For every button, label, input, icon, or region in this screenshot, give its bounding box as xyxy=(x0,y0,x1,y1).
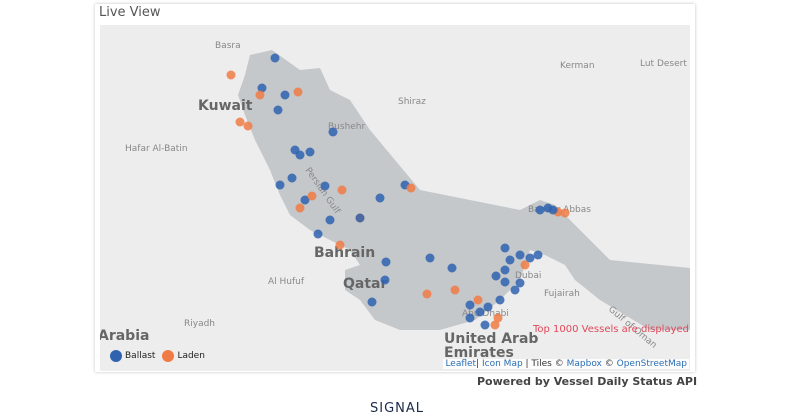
vessel[interactable] xyxy=(375,193,385,203)
vessel[interactable] xyxy=(226,70,236,80)
vessel[interactable] xyxy=(490,320,500,330)
vessel[interactable] xyxy=(243,121,253,131)
vessel[interactable] xyxy=(335,240,345,250)
map-label: Kuwait xyxy=(198,98,253,114)
map-label: Basra xyxy=(215,41,241,51)
map-label: Kerman xyxy=(560,61,595,71)
vessel[interactable] xyxy=(355,213,365,223)
vessel[interactable] xyxy=(510,285,520,295)
vessel[interactable] xyxy=(325,215,335,225)
vessel[interactable] xyxy=(320,181,330,191)
vessel[interactable] xyxy=(381,257,391,267)
map-label: Bushehr xyxy=(328,122,366,132)
vessel[interactable] xyxy=(483,302,493,312)
vessel[interactable] xyxy=(535,205,545,215)
vessel[interactable] xyxy=(447,263,457,273)
legend-swatch xyxy=(162,350,175,362)
vessel[interactable] xyxy=(515,250,525,260)
vessel[interactable] xyxy=(257,83,267,93)
vessel[interactable] xyxy=(425,253,435,263)
legend-swatch xyxy=(110,350,122,362)
vessel[interactable] xyxy=(406,183,416,193)
vessel[interactable] xyxy=(500,277,510,287)
vessel[interactable] xyxy=(337,185,347,195)
vessel[interactable] xyxy=(313,229,323,239)
vessel[interactable] xyxy=(295,203,305,213)
map-label: Riyadh xyxy=(184,319,215,329)
map-label: Lut Desert xyxy=(640,59,687,69)
vessel[interactable] xyxy=(473,295,483,305)
map-label: Hafar Al-Batin xyxy=(125,144,188,154)
vessel[interactable] xyxy=(235,117,245,127)
card-title: Live View xyxy=(99,5,161,20)
vessel[interactable] xyxy=(295,150,305,160)
brand: SIGNAL xyxy=(370,401,425,416)
vessel[interactable] xyxy=(475,307,485,317)
vessel[interactable] xyxy=(280,90,290,100)
vessel[interactable] xyxy=(548,205,558,215)
vessel[interactable] xyxy=(305,147,315,157)
vessel[interactable] xyxy=(495,295,505,305)
vessel[interactable] xyxy=(422,289,432,299)
attribution-link[interactable]: Leaflet xyxy=(445,359,477,369)
vessel[interactable] xyxy=(493,313,503,323)
attribution: Leaflet| Icon Map | Tiles © Mapbox © Ope… xyxy=(443,359,689,369)
vessel[interactable] xyxy=(328,127,338,137)
map-label: Dubai xyxy=(515,271,541,281)
map[interactable]: Anwaz Basra Kerman Lut Desert Kuwait Shiraz Bu… xyxy=(100,25,690,371)
vessel[interactable] xyxy=(505,255,515,265)
vessel[interactable] xyxy=(500,243,510,253)
sea xyxy=(238,50,690,330)
vessel[interactable] xyxy=(275,180,285,190)
attribution-text: | xyxy=(476,359,482,369)
vessel[interactable] xyxy=(525,253,535,263)
map-label: Qatar xyxy=(343,276,387,292)
vessel[interactable] xyxy=(465,300,475,310)
map-label: Arabia xyxy=(100,328,149,344)
map-label: Al Hufuf xyxy=(268,277,305,287)
map-label: United Arab xyxy=(444,331,538,347)
vessel[interactable] xyxy=(273,105,283,115)
legend: Ballast Laden xyxy=(110,350,209,362)
legend-label: Ballast xyxy=(125,351,156,361)
map-label: Anwaz xyxy=(248,25,278,28)
vessel[interactable] xyxy=(520,260,530,270)
map-label: Fujairah xyxy=(544,289,580,299)
map-label: Bahrain xyxy=(314,245,375,261)
legend-label: Laden xyxy=(177,351,205,361)
vessel[interactable] xyxy=(480,320,490,330)
vessel[interactable] xyxy=(450,285,460,295)
vessel[interactable] xyxy=(465,313,475,323)
map-label: Emirates xyxy=(444,345,514,361)
vessel[interactable] xyxy=(491,271,501,281)
map-label: Abu Dhabi xyxy=(462,309,509,319)
vessel[interactable] xyxy=(560,208,570,218)
vessel[interactable] xyxy=(270,53,280,63)
map-label: Shiraz xyxy=(398,97,426,107)
vessel[interactable] xyxy=(307,191,317,201)
attribution-text: © xyxy=(601,359,617,369)
vessel[interactable] xyxy=(367,297,377,307)
vessel[interactable] xyxy=(287,173,297,183)
attribution-link[interactable]: OpenStreetMap xyxy=(616,359,687,369)
attribution-link[interactable]: Icon Map xyxy=(482,359,523,369)
attribution-text: | Tiles © xyxy=(522,359,567,369)
notice: Top 1000 Vessels are displayed xyxy=(533,324,689,335)
vessel[interactable] xyxy=(255,90,265,100)
card: Live View Anwaz Basra Kerman Lut Desert Kuwa… xyxy=(95,4,695,372)
vessel[interactable] xyxy=(533,250,543,260)
vessel[interactable] xyxy=(500,265,510,275)
vessel[interactable] xyxy=(300,195,310,205)
vessel[interactable] xyxy=(380,275,390,285)
footer: Powered by Vessel Daily Status API xyxy=(477,375,698,388)
attribution-link[interactable]: Mapbox xyxy=(566,359,602,369)
vessel[interactable] xyxy=(293,87,303,97)
vessel[interactable] xyxy=(515,278,525,288)
